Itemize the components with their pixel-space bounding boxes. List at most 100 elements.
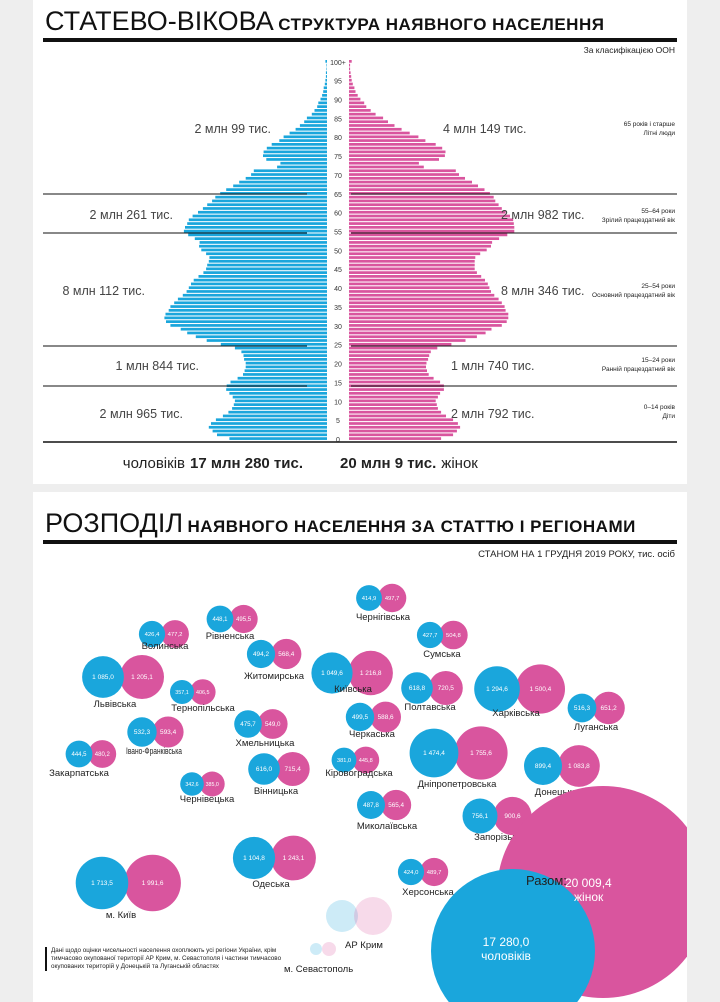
region-name-label: Сумська bbox=[423, 649, 461, 660]
region-women-value: 504,8 bbox=[446, 633, 461, 639]
women-age-bar bbox=[349, 342, 452, 346]
region-men-value: 414,9 bbox=[362, 596, 377, 602]
region-women-value: 565,4 bbox=[388, 802, 404, 809]
region-women-value: 1 205,1 bbox=[131, 674, 153, 681]
men-age-bar bbox=[323, 86, 327, 90]
women-55-64-total: 2 млн 982 тис. bbox=[501, 208, 584, 222]
men-age-bar bbox=[198, 275, 327, 278]
region-men-value: 487,8 bbox=[363, 802, 379, 809]
region-men-value: 899,4 bbox=[535, 763, 552, 770]
women-age-bar bbox=[349, 109, 371, 112]
women-age-bar bbox=[349, 199, 496, 203]
women-age-bar bbox=[349, 388, 444, 391]
women-age-bar bbox=[349, 184, 478, 188]
region-women-value: 900,6 bbox=[504, 813, 521, 820]
region-women-bubble bbox=[199, 771, 225, 797]
women-age-bar bbox=[349, 127, 402, 131]
men-age-bar bbox=[271, 142, 327, 146]
group-range-25-54: 25–54 роки bbox=[641, 283, 675, 290]
age-sex-structure-panel: СТАТЕВО-ВІКОВА СТРУКТУРА НАЯВНОГО НАСЕЛЕ… bbox=[33, 0, 687, 484]
region-name-label: Чернігівська bbox=[356, 612, 411, 623]
region-women-value: 1 500,4 bbox=[530, 686, 552, 693]
women-total: 20 млн 9 тис. жінок bbox=[340, 455, 478, 472]
region-women-bubble bbox=[558, 745, 600, 787]
men-age-bar bbox=[326, 63, 327, 67]
women-age-bar bbox=[349, 354, 430, 357]
women-age-bar bbox=[349, 320, 507, 324]
region-women-value: 1 991,6 bbox=[142, 880, 164, 887]
women-age-bar bbox=[349, 308, 506, 312]
women-age-bar bbox=[349, 63, 351, 67]
pyramid-title-small: СТРУКТУРА НАЯВНОГО НАСЕЛЕННЯ bbox=[278, 15, 605, 34]
group-name-25-54: Основний працездатний вік bbox=[592, 291, 675, 299]
age-tick-label: 35 bbox=[334, 305, 342, 312]
region-name-label: Миколаївська bbox=[357, 821, 418, 832]
age-tick-label: 95 bbox=[334, 79, 342, 86]
region-men-value: 444,5 bbox=[71, 752, 87, 758]
women-age-bar bbox=[349, 369, 427, 373]
crimea-label: АР Крим bbox=[345, 940, 383, 951]
men-age-bar bbox=[212, 199, 327, 203]
region-name-label: Дніпропетровська bbox=[418, 779, 498, 790]
region-name-label: Херсонська bbox=[402, 887, 454, 898]
women-age-bar bbox=[349, 335, 477, 339]
age-tick-label: 85 bbox=[334, 116, 342, 123]
men-age-bar bbox=[188, 286, 327, 290]
men-total-value: 17 млн 280 тис. bbox=[190, 455, 303, 472]
men-age-bar bbox=[207, 263, 327, 267]
footnote: Дані щодо оцінки чисельності населення о… bbox=[45, 947, 301, 971]
total-label: Разом: bbox=[526, 873, 567, 888]
age-tick-label: 60 bbox=[334, 211, 342, 218]
men-age-bar bbox=[188, 218, 327, 222]
men-age-bar bbox=[220, 192, 327, 195]
men-age-bar bbox=[195, 335, 327, 339]
total-women-value: 20 009,4 bbox=[565, 876, 612, 890]
region-men-value: 381,0 bbox=[337, 758, 351, 764]
men-age-bar bbox=[174, 301, 327, 305]
men-age-bar bbox=[180, 327, 327, 331]
region-men-value: 426,4 bbox=[145, 632, 160, 638]
region-women-bubble bbox=[592, 691, 625, 725]
group-range-65plus: 65 років і старше bbox=[624, 120, 676, 128]
women-age-bar bbox=[349, 391, 441, 395]
men-age-bar bbox=[280, 161, 327, 165]
women-age-bar bbox=[349, 358, 429, 361]
men-age-bar bbox=[233, 403, 327, 406]
region-men-bubble bbox=[180, 772, 204, 796]
men-age-bar bbox=[317, 105, 327, 108]
men-age-bar bbox=[277, 165, 327, 169]
region-name-label: Харківська bbox=[492, 708, 540, 719]
group-name-0-14: Діти bbox=[663, 412, 676, 420]
men-age-bar bbox=[306, 116, 327, 120]
region-bubbles: 414,9 497,7 Чернігівська 426,4 477,2 Волинськ… bbox=[49, 583, 625, 921]
men-age-bar bbox=[251, 173, 327, 176]
women-age-bar bbox=[349, 437, 442, 440]
women-age-bar bbox=[349, 373, 429, 376]
women-age-bar bbox=[349, 158, 439, 161]
age-tick-label: 55 bbox=[334, 230, 342, 237]
men-age-bar bbox=[192, 214, 327, 218]
region-women-value: 406,5 bbox=[196, 690, 210, 696]
men-age-bar bbox=[244, 358, 327, 361]
women-age-bar bbox=[349, 316, 509, 320]
men-age-bar bbox=[263, 150, 327, 154]
region-men-bubble bbox=[75, 856, 129, 910]
region-men-value: 516,3 bbox=[574, 705, 591, 712]
men-age-bar bbox=[222, 414, 327, 418]
age-tick-label: 25 bbox=[334, 343, 342, 350]
region-name-label: Тернопільська bbox=[171, 703, 235, 714]
women-age-bar bbox=[349, 399, 436, 403]
region-women-bubble bbox=[124, 854, 181, 912]
region-men-bubble bbox=[397, 858, 425, 886]
women-age-bar bbox=[349, 248, 487, 252]
men-age-bar bbox=[211, 422, 327, 425]
region-name-label: Житомирська bbox=[244, 671, 305, 682]
women-age-bar bbox=[349, 97, 361, 101]
men-age-bar bbox=[295, 127, 327, 131]
men-age-bar bbox=[324, 82, 327, 86]
region-men-value: 1 294,6 bbox=[486, 686, 508, 693]
women-age-bar bbox=[349, 256, 476, 259]
women-age-bar bbox=[349, 71, 351, 75]
men-age-bar bbox=[322, 93, 327, 97]
men-0-14-total: 2 млн 965 тис. bbox=[100, 407, 183, 421]
